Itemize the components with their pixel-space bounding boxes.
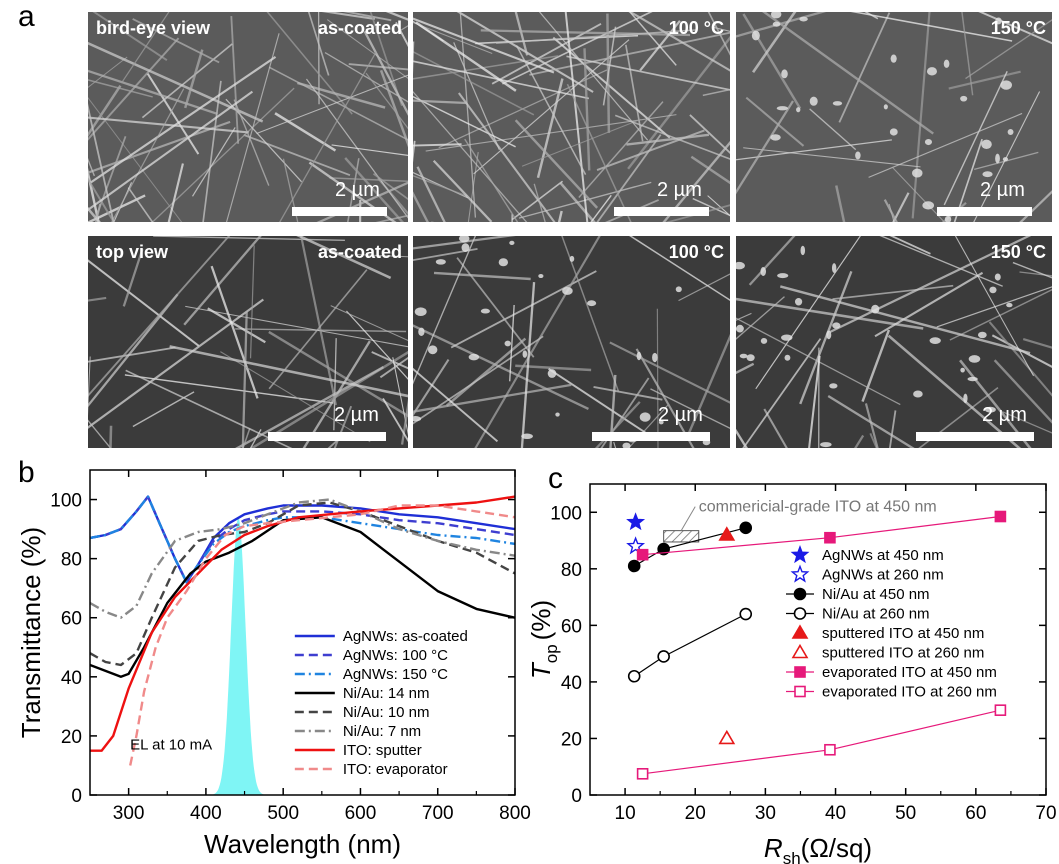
nanowire-texture	[736, 12, 1052, 222]
x-tick-label-b: 400	[190, 803, 222, 824]
x-tick-label-b: 300	[113, 803, 145, 824]
sem-condition-label: 100 °C	[668, 242, 724, 262]
plot-frame-b	[89, 469, 516, 796]
y-tick-label-b: 0	[71, 786, 82, 807]
sem-condition-label: 100 °C	[668, 18, 724, 38]
legend-label-b: Ni/Au: 10 nm	[343, 704, 430, 721]
sem-condition-label: 150 °C	[990, 18, 1046, 38]
scale-bar-label: 2 µm	[658, 404, 703, 426]
el-annotation: EL at 10 mA	[130, 737, 212, 754]
y-tick-label-b: 100	[50, 491, 82, 512]
sem-condition-label: as-coated	[317, 242, 402, 262]
y-tick-label-b: 20	[61, 727, 82, 748]
el-spectrum-area	[209, 517, 284, 795]
y-tick-label-b: 60	[61, 609, 82, 630]
scale-bar	[592, 432, 710, 441]
nanowire-texture	[413, 12, 730, 222]
sem-view-label: bird-eye view	[96, 18, 211, 38]
x-tick-label-b: 800	[499, 803, 531, 824]
scale-bar	[614, 207, 709, 216]
series-line-2	[90, 495, 515, 584]
scale-bar-label: 2 µm	[334, 404, 379, 426]
scale-bar	[268, 432, 386, 441]
panel-label-c: c	[548, 462, 563, 495]
x-tick-label-b: 500	[267, 803, 299, 824]
nanowire-texture	[736, 236, 1052, 448]
scale-bar	[916, 432, 1034, 441]
sem-image-1: bird-eye view as-coated 2 µm	[88, 12, 408, 222]
sem-image-5: 100 °C 2 µm	[413, 236, 730, 448]
legend-label-b: ITO: sputter	[343, 742, 422, 759]
legend-label-b: AgNWs: 150 °C	[343, 666, 448, 683]
sem-view-label: top view	[96, 242, 169, 262]
y-axis-label-b: Transmittance (%)	[16, 527, 46, 738]
y-tick-label-b: 40	[61, 668, 82, 689]
x-tick-label-b: 700	[422, 803, 454, 824]
series-line-7	[90, 495, 515, 752]
series-line-6	[90, 498, 515, 619]
legend-label-b: Ni/Au: 7 nm	[343, 723, 421, 740]
nanowire-texture	[413, 236, 730, 448]
series-line-8	[129, 504, 515, 766]
sem-image-2: 100 °C 2 µm	[413, 12, 730, 222]
scale-bar	[292, 207, 387, 216]
sem-condition-label: 150 °C	[990, 242, 1046, 262]
sem-condition-label: as-coated	[317, 18, 402, 38]
panel-label-a: a	[18, 0, 35, 33]
sem-image-4: top view as-coated 2 µm	[88, 236, 408, 448]
legend-label-b: Ni/Au: 14 nm	[343, 685, 430, 702]
legend-label-b: AgNWs: 100 °C	[343, 647, 448, 664]
legend-label-b: AgNWs: as-coated	[343, 628, 468, 645]
x-axis-label-b: Wavelength (nm)	[204, 829, 401, 859]
series-line-3	[90, 495, 515, 584]
y-tick-label-b: 80	[61, 550, 82, 571]
series-line-4	[90, 516, 515, 678]
sem-image-3: 150 °C 2 µm	[736, 12, 1052, 222]
scale-bar-label: 2 µm	[335, 179, 380, 201]
series-line-5	[90, 501, 515, 667]
nanowire-texture	[88, 12, 408, 222]
panel-label-b: b	[18, 456, 35, 489]
scale-bar-label: 2 µm	[657, 179, 702, 201]
nanowire-texture	[88, 236, 408, 448]
sem-image-6: 150 °C 2 µm	[736, 236, 1052, 448]
scale-bar	[937, 207, 1032, 216]
x-tick-label-b: 600	[345, 803, 377, 824]
scale-bar-label: 2 µm	[982, 404, 1027, 426]
scale-bar-label: 2 µm	[980, 179, 1025, 201]
legend-label-b: ITO: evaporator	[343, 761, 448, 778]
